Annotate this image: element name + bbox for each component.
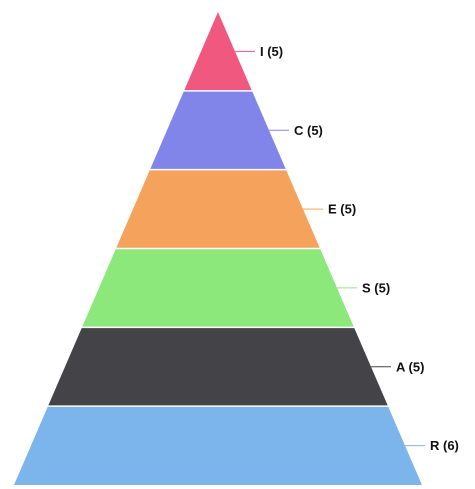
pyramid-segment-a[interactable] [48, 328, 388, 406]
data-label-c: C (5) [294, 123, 323, 138]
data-label-r: R (6) [430, 438, 459, 453]
data-labels: I (5) C (5) E (5) S (5) A (5) R (6) [260, 44, 459, 453]
pyramid-segment-s[interactable] [82, 249, 354, 327]
data-label-a: A (5) [396, 359, 424, 374]
data-label-s: S (5) [362, 280, 390, 295]
leader-lines [235, 50, 425, 447]
pyramid-segments [14, 12, 422, 485]
pyramid-segment-e[interactable] [116, 170, 320, 248]
data-label-i: I (5) [260, 44, 283, 59]
data-label-e: E (5) [328, 202, 356, 217]
pyramid-segment-c[interactable] [150, 91, 286, 169]
pyramid-segment-i[interactable] [184, 12, 252, 91]
pyramid-segment-r[interactable] [14, 406, 422, 485]
